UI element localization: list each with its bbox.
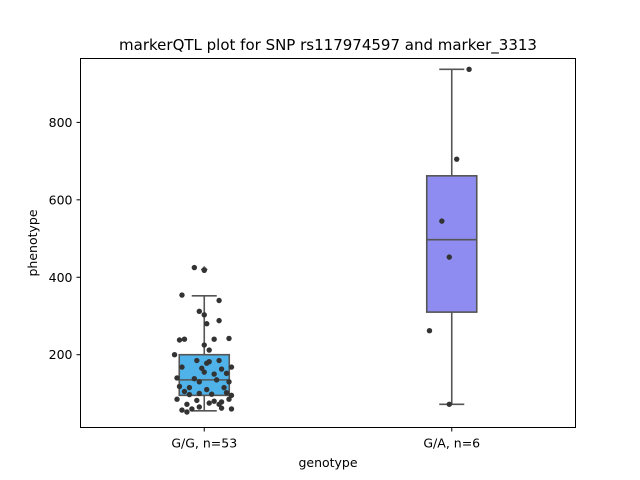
data-point bbox=[206, 347, 212, 353]
y-axis-label: phenotype bbox=[25, 209, 40, 276]
data-point bbox=[226, 335, 232, 342]
x-axis-label: genotype bbox=[298, 455, 357, 470]
chart-title: markerQTL plot for SNP rs117974597 and m… bbox=[119, 36, 537, 55]
y-tick-label: 600 bbox=[49, 192, 73, 207]
data-point bbox=[196, 404, 202, 410]
data-point bbox=[223, 389, 230, 396]
data-point bbox=[196, 379, 202, 385]
data-point bbox=[439, 218, 445, 224]
plot-frame bbox=[80, 58, 576, 428]
data-point bbox=[228, 392, 235, 399]
data-point bbox=[446, 254, 452, 260]
data-point bbox=[201, 267, 207, 273]
data-point bbox=[228, 406, 235, 412]
box-group bbox=[171, 264, 235, 415]
y-tick-label: 200 bbox=[49, 347, 73, 362]
data-point bbox=[216, 317, 222, 324]
data-point bbox=[181, 388, 188, 395]
data-point bbox=[186, 391, 193, 398]
box-group bbox=[425, 66, 478, 407]
data-point bbox=[223, 370, 230, 376]
data-point bbox=[179, 364, 185, 370]
iqr-box bbox=[425, 175, 478, 313]
data-point bbox=[196, 308, 202, 315]
data-point bbox=[208, 391, 215, 397]
x-tick-label: G/A, n=6 bbox=[423, 436, 480, 451]
data-point bbox=[454, 156, 460, 162]
data-point bbox=[204, 386, 210, 393]
data-point bbox=[201, 342, 207, 348]
data-point bbox=[226, 379, 232, 385]
data-point bbox=[204, 321, 210, 327]
data-point bbox=[201, 369, 207, 375]
data-point bbox=[184, 409, 190, 415]
data-point bbox=[181, 336, 188, 342]
data-point bbox=[179, 292, 185, 298]
data-point bbox=[174, 375, 180, 381]
data-point bbox=[171, 352, 178, 358]
data-point bbox=[216, 357, 222, 364]
x-axis: G/G, n=53 G/A, n=6 bbox=[171, 427, 480, 451]
data-point bbox=[221, 384, 227, 391]
data-point bbox=[194, 397, 200, 404]
data-point bbox=[186, 384, 193, 391]
data-point bbox=[211, 371, 217, 377]
data-point bbox=[184, 401, 190, 407]
data-point bbox=[218, 366, 225, 372]
data-point bbox=[228, 364, 235, 370]
data-point bbox=[194, 357, 200, 364]
data-point bbox=[216, 401, 222, 407]
data-point bbox=[226, 396, 232, 402]
data-point bbox=[196, 390, 202, 397]
data-point bbox=[176, 337, 183, 343]
y-axis: 200 400 600 800 bbox=[49, 115, 81, 362]
data-point bbox=[216, 297, 222, 304]
data-point bbox=[191, 264, 198, 271]
data-point bbox=[206, 400, 212, 406]
data-point bbox=[201, 312, 207, 318]
data-point bbox=[211, 398, 217, 404]
data-point bbox=[191, 376, 198, 382]
data-point bbox=[446, 401, 452, 407]
data-point bbox=[179, 407, 185, 413]
data-point bbox=[204, 360, 210, 366]
data-point bbox=[218, 405, 225, 411]
data-point bbox=[211, 336, 217, 342]
data-point bbox=[189, 406, 195, 412]
data-point bbox=[213, 377, 220, 383]
data-point bbox=[426, 328, 433, 334]
data-point bbox=[466, 66, 472, 73]
data-point bbox=[176, 383, 183, 390]
plot-area bbox=[171, 66, 478, 415]
x-tick-label: G/G, n=53 bbox=[171, 436, 237, 451]
data-point bbox=[199, 365, 205, 371]
y-tick-label: 800 bbox=[49, 115, 73, 130]
y-tick-label: 400 bbox=[49, 270, 73, 285]
data-point bbox=[174, 396, 180, 402]
